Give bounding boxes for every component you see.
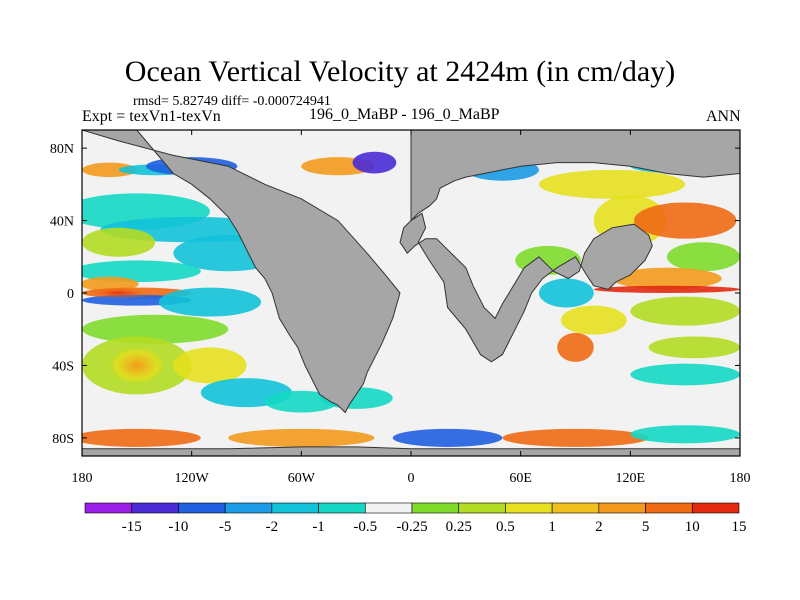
land-eurasia-africa [399, 130, 740, 363]
colorbar-label: 0.5 [496, 519, 515, 535]
colorbar-label: -1 [312, 519, 325, 535]
colorbar-label: 0.25 [446, 519, 472, 535]
experiment-label: Expt = texVn1-texVn [82, 108, 221, 125]
x-tick-label: 180 [72, 471, 93, 486]
field-patch-36 [630, 425, 740, 444]
colorbar-label: -5 [219, 519, 232, 535]
field-patch-18 [633, 202, 737, 239]
colorbar-swatch [505, 502, 553, 514]
field-patch-35 [502, 428, 649, 447]
colorbar-label: 1 [548, 519, 556, 535]
y-tick-label: 80N [50, 142, 74, 157]
colorbar-swatch [318, 502, 366, 514]
colorbar-label: -15 [122, 519, 142, 535]
field-patch-34 [392, 428, 503, 447]
field-patch-4 [82, 227, 156, 257]
colorbar-swatch [178, 502, 226, 514]
field-patch-21 [593, 285, 740, 293]
colorbar-label: -0.5 [353, 519, 377, 535]
field-patch-27 [557, 332, 594, 362]
field-patch-15 [82, 162, 137, 178]
field-patch-9 [82, 314, 229, 344]
colorbar-swatch [84, 502, 133, 514]
stats-line: rmsd= 5.82749 diff= -0.000724941 [133, 94, 331, 109]
colorbar-label: 5 [642, 519, 650, 535]
field-patch-8 [158, 287, 262, 317]
x-tick-label: 0 [408, 471, 415, 486]
colorbar-label: -10 [168, 519, 188, 535]
colorbar-swatch [551, 502, 600, 514]
field-patch-3 [82, 260, 201, 283]
colorbar-swatch [411, 502, 460, 514]
x-tick-label: 120E [616, 471, 646, 486]
field-patch-19 [666, 242, 740, 272]
field-patch-39 [352, 151, 397, 174]
colorbar-swatch [131, 502, 179, 514]
field-patch-32 [82, 428, 201, 447]
field-patch-33 [228, 428, 375, 447]
field-patch-22 [630, 296, 740, 326]
field-patch-23 [648, 336, 740, 359]
colorbar-label: -0.25 [396, 519, 427, 535]
field-patch-11 [173, 347, 247, 384]
x-tick-label: 60W [288, 471, 316, 486]
colorbar-label: 15 [732, 519, 747, 535]
colorbar-swatch [645, 502, 693, 514]
case-label: 196_0_MaBP - 196_0_MaBP [309, 106, 500, 123]
y-tick-label: 0 [67, 287, 74, 302]
y-tick-label: 40S [52, 359, 74, 374]
field-maximum-south-pacific [106, 345, 167, 386]
chart-title: Ocean Vertical Velocity at 2424m (in cm/… [124, 55, 676, 88]
field-patch-29 [538, 169, 686, 199]
y-tick-label: 80S [52, 432, 74, 447]
field-patch-26 [560, 305, 627, 335]
y-tick-label: 40N [50, 215, 74, 230]
colorbar-swatch [691, 502, 740, 514]
x-tick-label: 120W [175, 471, 210, 486]
colorbar-label: 10 [685, 519, 700, 535]
colorbar-label: -2 [266, 519, 279, 535]
colorbar-swatch [224, 502, 273, 514]
x-tick-label: 180 [730, 471, 751, 486]
x-tick-label: 60E [509, 471, 532, 486]
colorbar-swatch [598, 502, 646, 514]
field-patch-24 [630, 363, 740, 386]
colorbar-label: 2 [595, 519, 603, 535]
land-americas [82, 130, 401, 414]
season-label: ANN [706, 108, 741, 125]
field-patch-13 [264, 390, 338, 413]
field-patch-20 [612, 267, 722, 290]
colorbar-swatch [271, 502, 319, 514]
field-patch-25 [538, 278, 594, 308]
colorbar-swatch [364, 502, 413, 514]
colorbar-swatch [458, 502, 506, 514]
field-maximum-equator [82, 287, 159, 299]
